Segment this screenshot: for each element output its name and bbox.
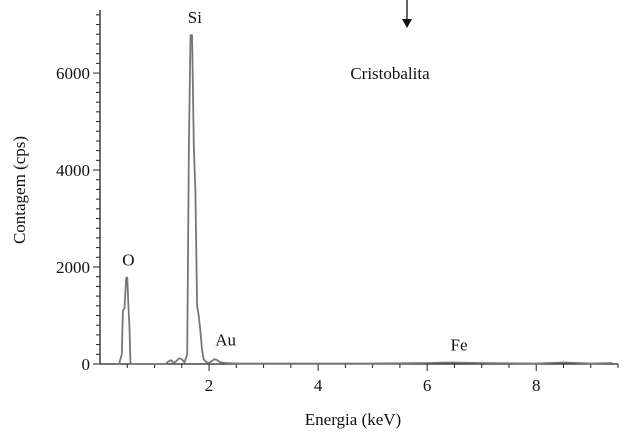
peak-label-au: Au [215,331,236,350]
tick-group: 2 4 6 8 0 2000 4000 6000 [56,14,619,395]
peak-label-o: O [122,251,134,270]
y-axis-title: Contagem (cps) [10,136,29,244]
x-tick-label: 2 [205,376,214,395]
peak-label-group: O Si Au Fe [122,8,467,354]
x-tick-label: 6 [423,376,432,395]
sample-annotation: Cristobalita [350,64,430,83]
spectrum-series-line [116,34,613,365]
y-tick-label: 2000 [56,258,90,277]
indicator-arrow-head-icon [402,19,412,28]
x-axis-title: Energia (keV) [305,410,401,429]
peak-label-fe: Fe [451,336,468,355]
y-tick-label: 6000 [56,64,90,83]
x-tick-label: 8 [532,376,541,395]
peak-label-si: Si [188,8,202,27]
y-tick-label: 0 [82,355,91,374]
x-tick-label: 4 [314,376,323,395]
y-tick-label: 4000 [56,161,90,180]
